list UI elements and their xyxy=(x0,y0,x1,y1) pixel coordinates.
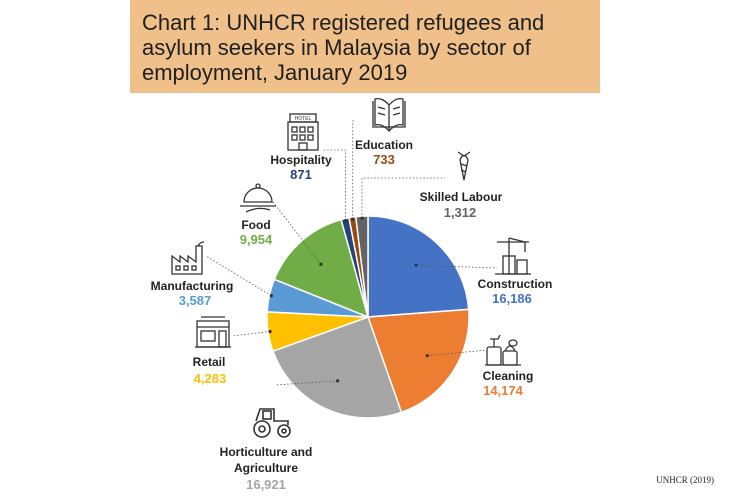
label-horticulture-value: 16,921 xyxy=(246,477,286,492)
connector-dot xyxy=(351,217,355,221)
label-horticulture-name-line1: Horticulture and xyxy=(220,445,313,459)
factory-icon xyxy=(171,241,205,275)
shop-icon xyxy=(195,316,231,348)
label-education-name: Education xyxy=(355,138,413,152)
label-retail-name: Retail xyxy=(193,355,226,369)
connector-manufacturing xyxy=(205,255,272,297)
connector-retail xyxy=(231,331,271,337)
necktie-icon xyxy=(457,151,471,181)
title-box: Chart 1: UNHCR registered refugees and a… xyxy=(130,0,600,93)
slice-skilled-labour xyxy=(354,215,369,318)
label-hospitality-name: Hospitality xyxy=(270,153,332,167)
label-hospitality-value: 871 xyxy=(290,167,312,182)
connector-construction xyxy=(416,264,498,269)
connector-dot xyxy=(343,219,348,223)
label-food-value: 9,954 xyxy=(240,232,273,247)
label-education-value: 733 xyxy=(373,152,395,167)
connector-cleaning xyxy=(427,349,488,357)
connector-dot xyxy=(268,329,272,334)
label-skilled-labour-name: Skilled Labour xyxy=(420,190,503,204)
serving-cloche-icon xyxy=(240,183,276,213)
label-retail-value: 4,283 xyxy=(194,371,227,386)
hotel-icon xyxy=(287,113,319,151)
connector-skilled-labour xyxy=(361,177,445,219)
connector-dot xyxy=(269,294,273,298)
label-cleaning-name: Cleaning xyxy=(483,369,534,383)
label-manufacturing-name: Manufacturing xyxy=(151,279,234,293)
pie-slices xyxy=(266,215,470,419)
label-horticulture-name-line2: Agriculture xyxy=(234,461,298,475)
connector-education xyxy=(352,120,356,220)
label-manufacturing-value: 3,587 xyxy=(179,293,212,308)
hotel-sign: HOTEL xyxy=(295,116,312,122)
label-cleaning-value: 14,174 xyxy=(483,383,524,398)
chart-title: Chart 1: UNHCR registered refugees and a… xyxy=(142,10,545,85)
label-construction-value: 16,186 xyxy=(492,291,532,306)
book-icon xyxy=(372,97,406,132)
connector-dot xyxy=(360,216,364,220)
connector-dot xyxy=(336,379,340,383)
connector-dot xyxy=(425,354,429,358)
slice-construction xyxy=(367,215,470,318)
slice-horticulture-and-agriculture xyxy=(271,316,403,419)
tractor-icon xyxy=(253,408,291,438)
crane-icon xyxy=(495,237,531,275)
label-food-name: Food xyxy=(241,218,270,232)
connector-hospitality xyxy=(323,149,346,221)
label-construction-name: Construction xyxy=(478,277,553,291)
label-skilled-labour-value: 1,312 xyxy=(444,205,477,220)
slice-food xyxy=(273,218,370,319)
connector-lines xyxy=(205,120,498,386)
slice-cleaning xyxy=(366,308,470,414)
cleaning-supplies-icon xyxy=(485,334,521,366)
connector-dot xyxy=(319,262,323,266)
connector-dot xyxy=(414,263,418,267)
source-note: UNHCR (2019) xyxy=(656,475,714,485)
